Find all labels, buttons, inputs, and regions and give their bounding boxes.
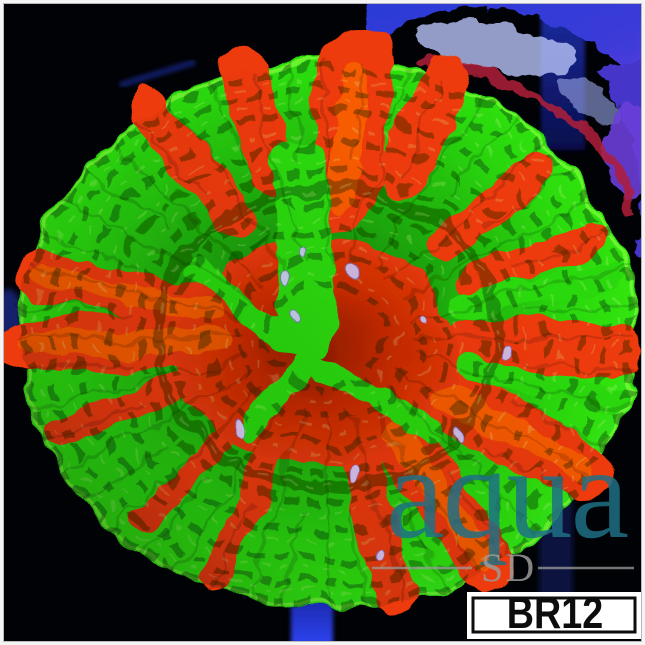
watermark-aqua-text: aqua xyxy=(386,419,628,566)
coral-tentacle-dots xyxy=(235,244,511,562)
coral-rim-skirt xyxy=(419,57,638,214)
product-code-text: BR12 xyxy=(507,588,603,638)
rack-blue-upper-left xyxy=(119,59,196,88)
coral-body xyxy=(0,26,644,616)
rock-top-lobe xyxy=(368,0,645,122)
rock-purple-patch xyxy=(604,102,645,198)
rock-ice-patch-2 xyxy=(556,75,624,125)
label-inner-box xyxy=(471,596,637,634)
product-label: BR12 xyxy=(467,588,643,639)
watermark: aqua SD xyxy=(372,419,634,590)
coral-shading xyxy=(19,59,635,611)
watermark-sd-text: SD xyxy=(481,545,536,590)
